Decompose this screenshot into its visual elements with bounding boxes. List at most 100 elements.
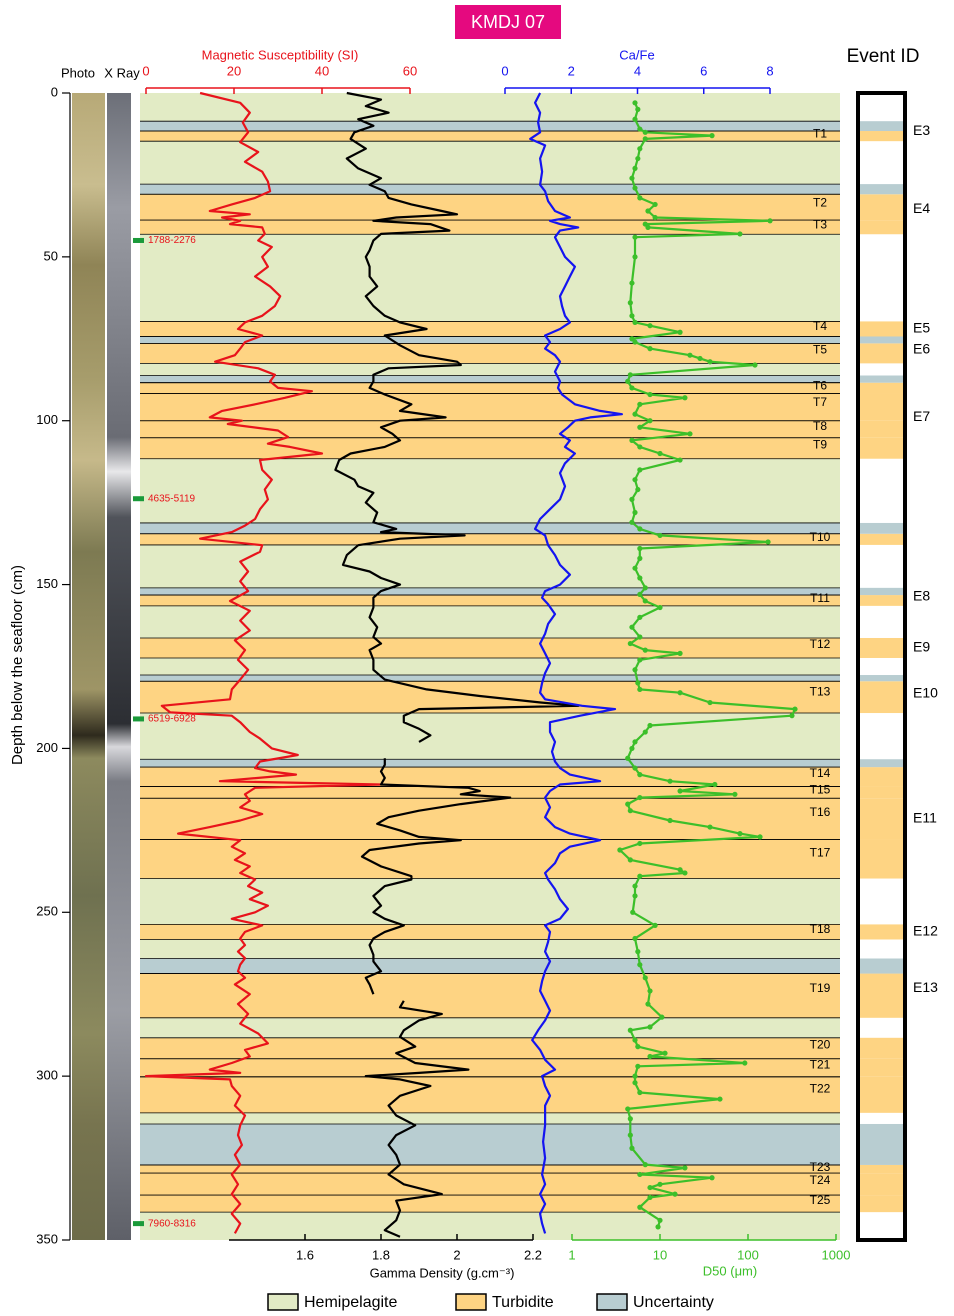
turbidite-label: T11 (810, 591, 830, 605)
y-tick-label: 150 (36, 576, 58, 591)
uncertainty-band (140, 336, 840, 344)
uncertainty-band-event-column (858, 522, 905, 534)
turbidite-band (140, 973, 840, 1018)
curve-marker (637, 195, 643, 201)
curve-marker (637, 526, 643, 532)
turbidite-label: T6 (813, 379, 827, 393)
curve-marker (652, 922, 658, 928)
curve-marker (632, 765, 638, 771)
turbidite-band (140, 533, 840, 545)
turbidite-label: T12 (810, 637, 831, 651)
curve-marker (792, 706, 798, 712)
curve-marker (637, 444, 643, 450)
curve-marker (632, 1037, 638, 1043)
curve-marker (637, 657, 643, 663)
curve-marker (632, 893, 638, 899)
curve-marker (632, 339, 638, 345)
curve-marker (682, 395, 688, 401)
turbidite-band (140, 786, 840, 799)
curve-marker (637, 794, 643, 801)
uncertainty-band (140, 184, 840, 195)
curve-marker (632, 319, 638, 325)
curve-marker (629, 519, 635, 525)
turbidite-band-event-column (858, 343, 905, 364)
x-tick-label: 0 (142, 63, 149, 78)
turbidite-band-event-column (858, 220, 905, 235)
event-column-border (856, 91, 907, 1242)
event-label: E13 (913, 979, 938, 995)
turbidite-label: T2 (813, 195, 827, 209)
curve-marker (625, 801, 631, 807)
curve-marker (657, 532, 663, 539)
curve-marker (647, 1053, 653, 1060)
curve-marker (642, 585, 648, 591)
turbidite-band (140, 924, 840, 940)
x-tick-label: 60 (403, 63, 417, 78)
curve-marker (767, 218, 773, 224)
curve-marker (629, 437, 635, 443)
curve-marker (629, 313, 635, 319)
curve-marker (637, 545, 643, 552)
y-tick-label: 350 (36, 1231, 58, 1246)
curve-marker (632, 411, 638, 417)
turbidite-label: T21 (810, 1057, 831, 1071)
turbidite-band-event-column (858, 973, 905, 1018)
event-label: E3 (913, 122, 930, 138)
turbidite-band (140, 321, 840, 337)
turbidite-band (140, 798, 840, 840)
event-label: E4 (913, 200, 930, 216)
turbidite-band-event-column (858, 321, 905, 337)
curve-marker (682, 870, 688, 876)
curve-marker (667, 817, 673, 824)
curve-marker (625, 378, 631, 384)
chart-title: KMDJ 07 (471, 12, 545, 32)
curve-marker (647, 391, 653, 398)
curve-marker (647, 988, 653, 994)
curve-marker (655, 1224, 661, 1230)
curve-marker (637, 840, 643, 847)
curve-marker (667, 778, 673, 784)
curve-marker (642, 136, 648, 142)
curve-marker (629, 1145, 635, 1151)
legend-swatch (596, 1293, 628, 1311)
event-label: E7 (913, 408, 930, 424)
curve-marker (635, 1063, 641, 1069)
y-tick-label: 200 (36, 740, 58, 755)
curve-marker (637, 401, 643, 407)
curve-marker (712, 781, 718, 788)
curve-marker (632, 234, 638, 240)
turbidite-label: T18 (810, 922, 831, 936)
axis-title: Gamma Density (g.cm⁻³) (370, 1265, 515, 1280)
turbidite-band (140, 839, 840, 879)
turbidite-band-event-column (858, 839, 905, 879)
turbidite-band-event-column (858, 595, 905, 606)
turbidite-band (140, 382, 840, 394)
y-tick-label: 300 (36, 1068, 58, 1083)
turbidite-label: T3 (813, 217, 827, 231)
turbidite-label: T16 (810, 805, 831, 819)
turbidite-label: T5 (813, 343, 827, 357)
turbidite-band-event-column (858, 1195, 905, 1213)
turbidite-label: T17 (810, 845, 831, 859)
y-tick-label: 100 (36, 412, 58, 427)
uncertainty-band-event-column (858, 958, 905, 974)
uncertainty-band-event-column (858, 121, 905, 132)
turbidite-band (140, 1173, 840, 1196)
turbidite-band-event-column (858, 767, 905, 787)
turbidite-band (140, 437, 840, 459)
turbidite-band-event-column (858, 1076, 905, 1113)
curve-marker (627, 640, 633, 647)
uncertainty-band (140, 958, 840, 974)
curve-marker (647, 722, 653, 729)
turbidite-label: T24 (810, 1173, 831, 1187)
curve-marker (677, 788, 683, 794)
curve (334, 91, 580, 1238)
turbidite-band-event-column (858, 194, 905, 221)
turbidite-band-event-column (858, 1058, 905, 1077)
curve-marker (625, 1106, 631, 1112)
uncertainty-band (140, 1123, 840, 1165)
event-label: E6 (913, 341, 930, 357)
curve-marker (629, 745, 635, 752)
axis-title: D50 (μm) (703, 1263, 757, 1278)
